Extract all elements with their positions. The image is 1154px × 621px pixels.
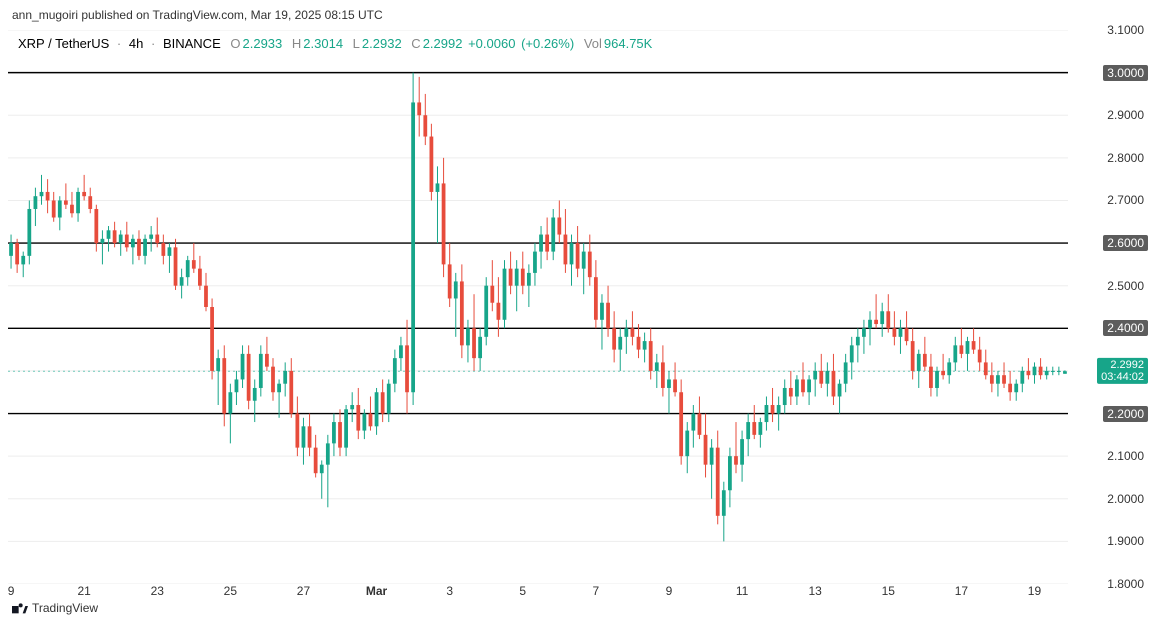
price-tick: 2.1000 [1103, 448, 1148, 464]
price-tick: 3.0000 [1103, 65, 1148, 81]
time-tick: 27 [297, 584, 310, 598]
price-tick: 2.5000 [1103, 278, 1148, 294]
tradingview-text: TradingView [32, 601, 98, 615]
time-tick: 9 [8, 584, 15, 598]
tradingview-logo: TradingView [12, 601, 98, 615]
price-tick: 2.0000 [1103, 491, 1148, 507]
price-axis[interactable]: 3.10003.00002.90002.80002.70002.60002.50… [1070, 30, 1152, 584]
price-tick: 2.4000 [1103, 320, 1148, 336]
price-tick: 2.8000 [1103, 150, 1148, 166]
chart-pane[interactable] [8, 30, 1068, 584]
price-tick: 2.9000 [1103, 107, 1148, 123]
time-tick: 21 [77, 584, 90, 598]
price-tick: 1.9000 [1103, 533, 1148, 549]
last-price-flag: 2.299203:44:02 [1097, 358, 1148, 384]
time-tick: 7 [593, 584, 600, 598]
time-axis[interactable]: 9 21 23 25 27 Mar 3 5 7 9 11 13 15 17 19 [8, 584, 1068, 604]
price-tick: 2.6000 [1103, 235, 1148, 251]
price-tick: 2.7000 [1103, 192, 1148, 208]
time-tick: Mar [366, 584, 387, 598]
time-tick: 17 [955, 584, 968, 598]
time-tick: 23 [151, 584, 164, 598]
price-tick: 3.1000 [1103, 22, 1148, 38]
price-tick: 2.2000 [1103, 406, 1148, 422]
tradingview-icon [12, 602, 28, 614]
time-tick: 9 [666, 584, 673, 598]
time-tick: 3 [446, 584, 453, 598]
time-tick: 13 [808, 584, 821, 598]
price-tick: 1.8000 [1103, 576, 1148, 592]
time-tick: 5 [519, 584, 526, 598]
publish-header: ann_mugoiri published on TradingView.com… [12, 8, 383, 22]
candlestick-chart [8, 30, 1068, 584]
time-tick: 19 [1028, 584, 1041, 598]
time-tick: 11 [736, 584, 748, 598]
time-tick: 15 [882, 584, 895, 598]
time-tick: 25 [224, 584, 237, 598]
